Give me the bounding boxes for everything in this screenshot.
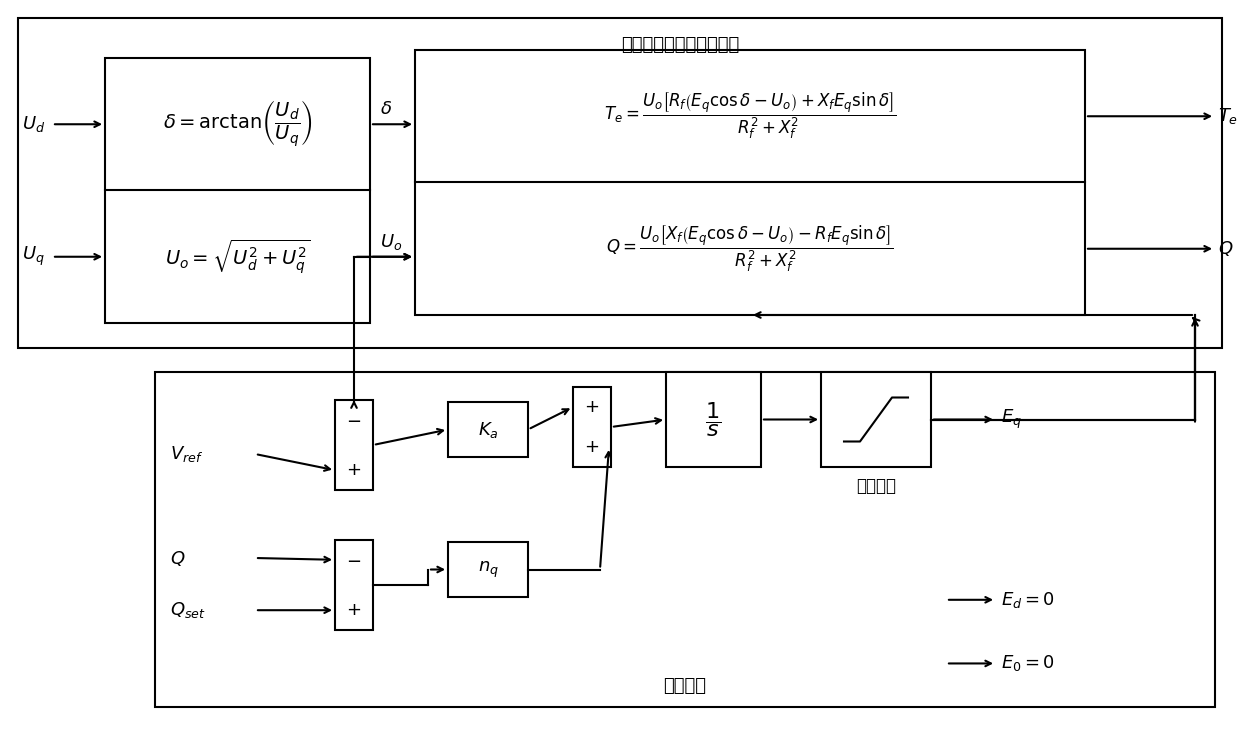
Text: $V_{ref}$: $V_{ref}$ <box>170 444 203 464</box>
Text: $E_d=0$: $E_d=0$ <box>1001 590 1055 609</box>
Text: $Q$: $Q$ <box>1218 240 1234 258</box>
Text: $T_e=\dfrac{U_o\left[R_f\left(E_q\cos\delta-U_o\right)+X_f E_q\sin\delta\right]}: $T_e=\dfrac{U_o\left[R_f\left(E_q\cos\de… <box>604 91 897 142</box>
Bar <box>105 58 370 323</box>
Bar <box>415 50 1085 315</box>
Text: $E_q$: $E_q$ <box>1001 408 1022 431</box>
Text: $T_e$: $T_e$ <box>1218 106 1239 126</box>
Text: 逆变器输出功率计算方程: 逆变器输出功率计算方程 <box>621 36 739 54</box>
Bar <box>573 387 611 467</box>
Text: $\delta$: $\delta$ <box>379 100 392 118</box>
Text: $+$: $+$ <box>346 601 362 619</box>
Text: $Q$: $Q$ <box>170 548 186 567</box>
Bar <box>19 18 1221 348</box>
Bar <box>821 372 931 467</box>
Text: $+$: $+$ <box>584 398 600 416</box>
Text: $n_q$: $n_q$ <box>477 559 498 579</box>
Text: $U_q$: $U_q$ <box>22 245 45 268</box>
Bar <box>448 542 528 597</box>
Bar <box>155 372 1215 707</box>
Text: $Q=\dfrac{U_o\left[X_f\left(E_q\cos\delta-U_o\right)-R_f E_q\sin\delta\right]}{R: $Q=\dfrac{U_o\left[X_f\left(E_q\cos\delt… <box>606 223 894 274</box>
Text: $Q_{set}$: $Q_{set}$ <box>170 600 206 621</box>
Text: $-$: $-$ <box>346 551 362 569</box>
Text: $\dfrac{1}{s}$: $\dfrac{1}{s}$ <box>706 400 722 439</box>
Text: $U_o$: $U_o$ <box>379 231 402 252</box>
Text: $+$: $+$ <box>584 438 600 456</box>
Text: $E_0=0$: $E_0=0$ <box>1001 654 1055 674</box>
Bar <box>448 402 528 457</box>
Text: $\delta=\arctan\!\left(\dfrac{U_d}{U_q}\right)$: $\delta=\arctan\!\left(\dfrac{U_d}{U_q}\… <box>162 99 312 150</box>
Text: 电压控制: 电压控制 <box>663 677 707 695</box>
Text: $+$: $+$ <box>346 461 362 479</box>
Bar <box>335 400 373 490</box>
Text: $U_d$: $U_d$ <box>22 114 45 134</box>
Bar <box>666 372 761 467</box>
Text: 限幅环节: 限幅环节 <box>856 477 897 495</box>
Text: $K_a$: $K_a$ <box>477 419 498 439</box>
Bar <box>335 540 373 630</box>
Text: $-$: $-$ <box>346 411 362 429</box>
Text: $U_o=\sqrt{U_d^2+U_q^2}$: $U_o=\sqrt{U_d^2+U_q^2}$ <box>165 237 310 276</box>
